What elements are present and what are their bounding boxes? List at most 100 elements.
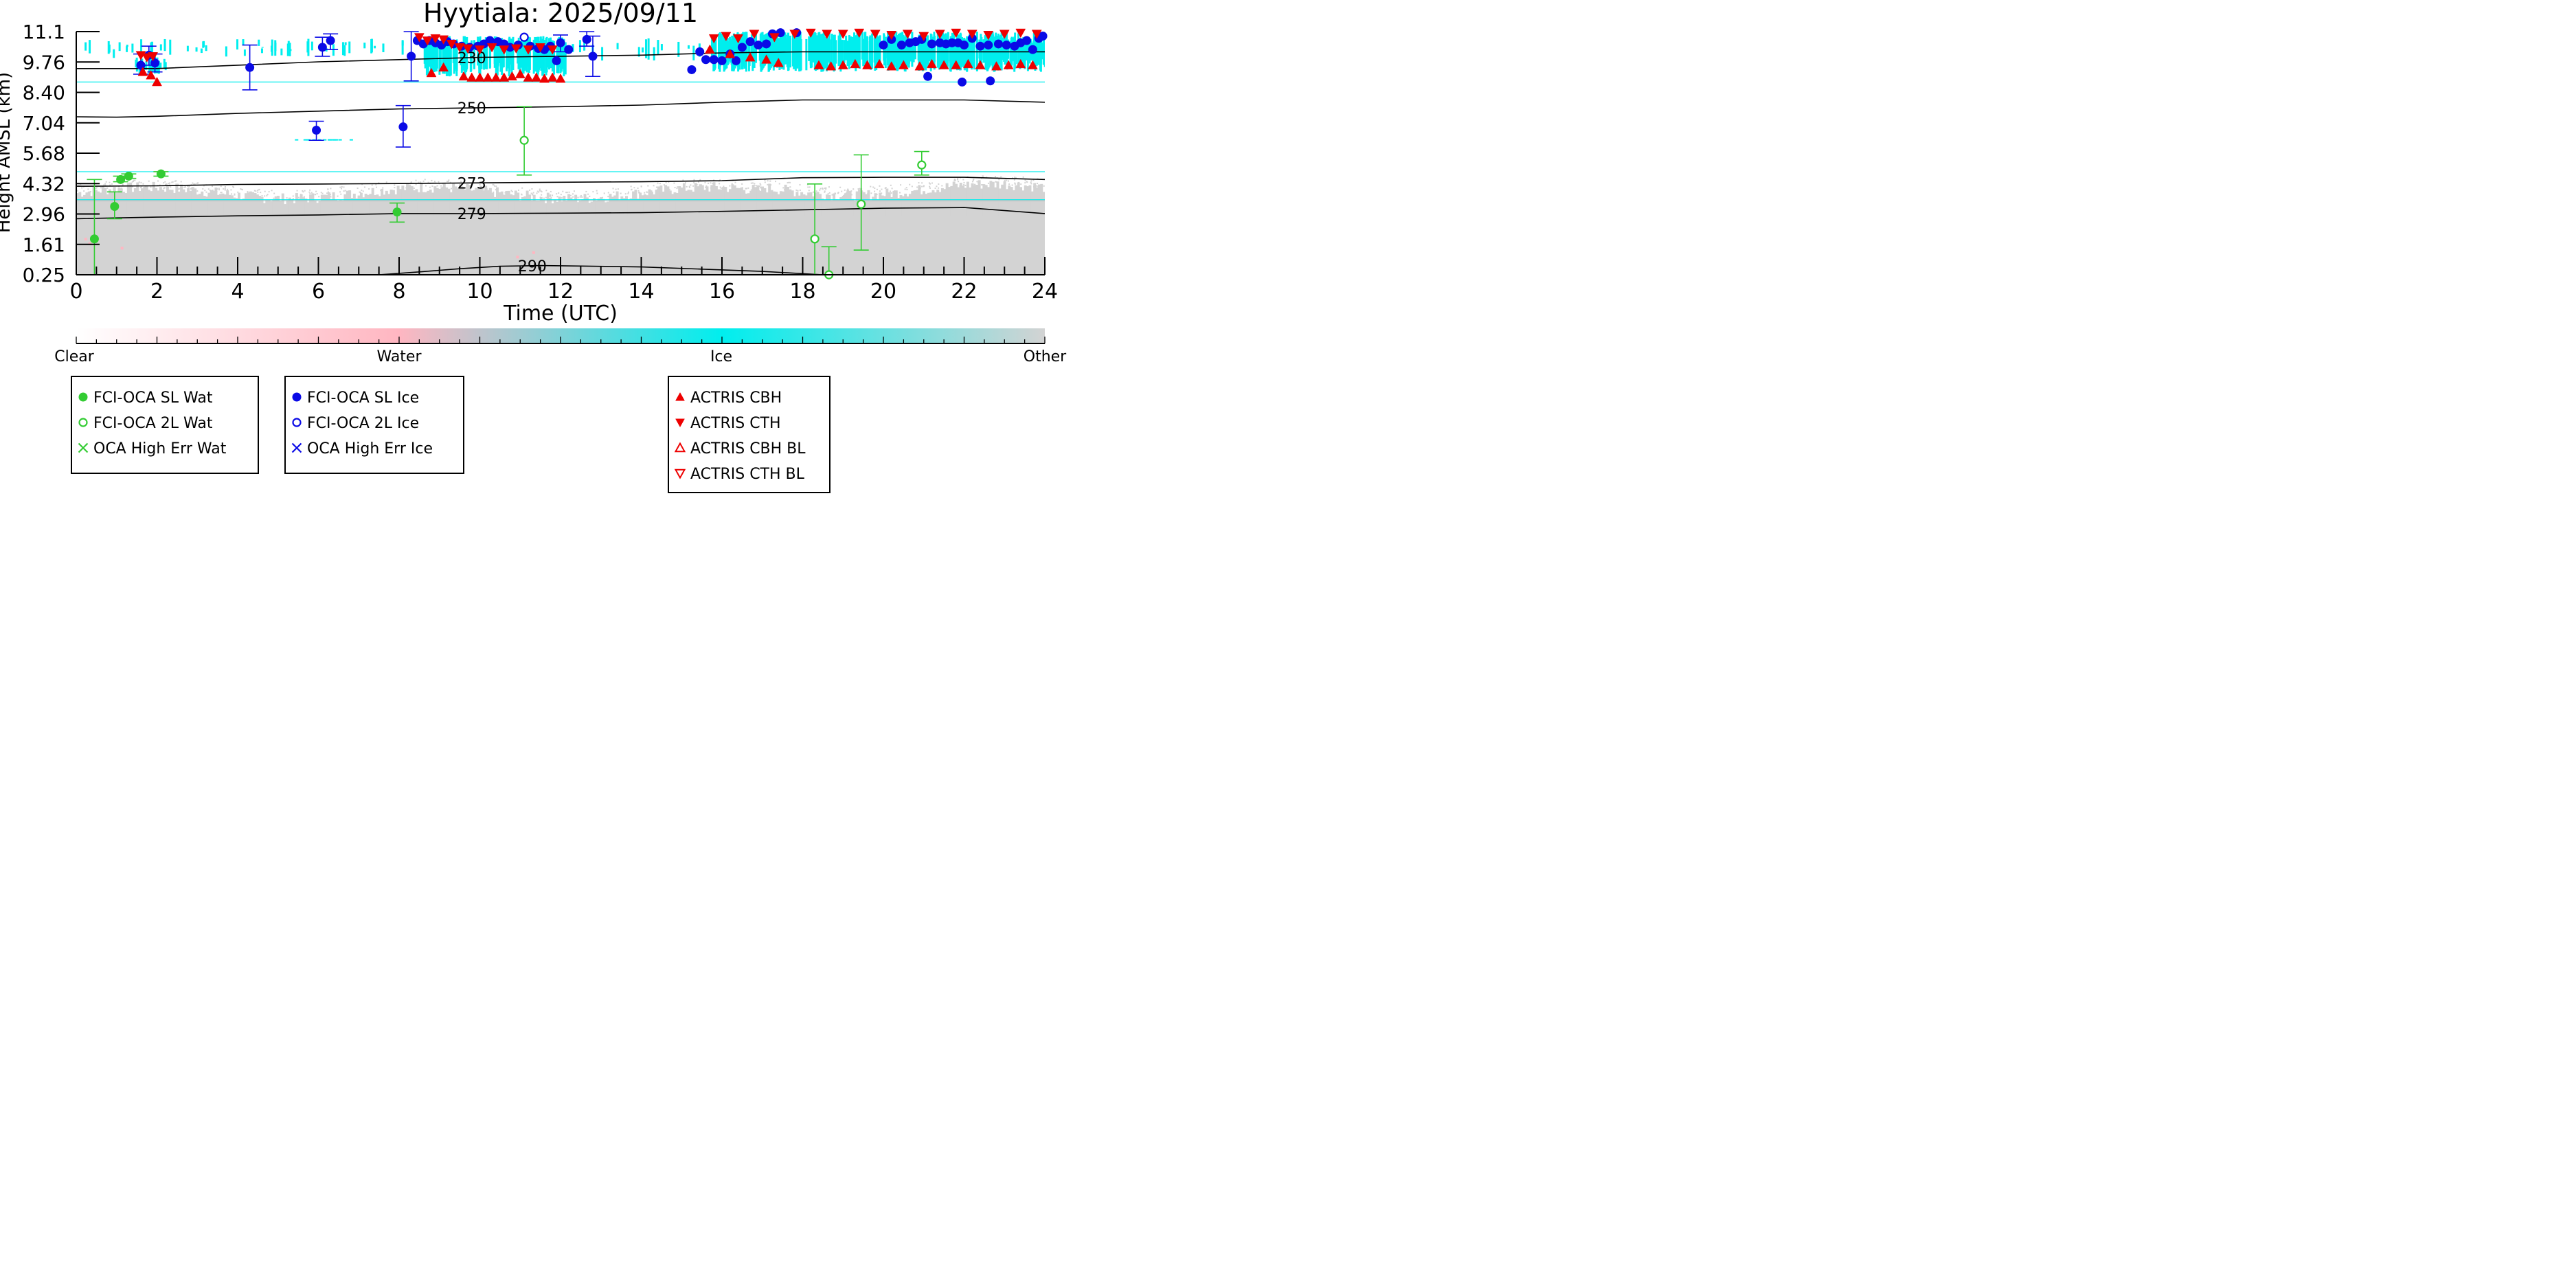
other-fill-speck	[1030, 183, 1032, 185]
data-point	[951, 60, 962, 69]
other-fill-speck	[440, 185, 442, 187]
other-fill-speck	[973, 179, 975, 181]
ice-fill-dash	[323, 139, 327, 141]
ice-fill-dash	[295, 139, 299, 141]
data-point	[564, 45, 574, 54]
other-fill-column	[814, 192, 817, 216]
ice-fill-streak	[906, 32, 909, 67]
other-fill-speck	[247, 191, 249, 193]
other-fill-speck	[409, 184, 411, 186]
data-point	[704, 44, 715, 54]
data-point	[837, 30, 848, 39]
other-fill-column	[890, 197, 894, 216]
data-point	[152, 76, 162, 87]
other-fill-speck	[585, 190, 587, 192]
other-fill-speck	[929, 187, 931, 189]
other-fill-column	[719, 189, 723, 216]
other-fill-speck	[205, 191, 207, 193]
other-fill-speck	[714, 186, 716, 188]
other-fill-speck	[1000, 176, 1002, 178]
other-fill-speck	[953, 179, 956, 181]
other-fill-column	[938, 192, 942, 216]
other-fill-speck	[633, 187, 635, 189]
legend-marker	[78, 442, 89, 453]
other-fill-speck	[180, 181, 182, 183]
isotherm-label: 273	[457, 175, 486, 192]
other-fill-column	[925, 194, 928, 216]
other-fill-speck	[405, 187, 407, 189]
data-point	[991, 61, 1002, 71]
other-fill-column	[150, 191, 153, 216]
y-axis-label: Height AMSL (km)	[0, 72, 14, 233]
ice-fill-streak	[341, 42, 344, 56]
other-fill-speck	[1035, 185, 1037, 187]
other-fill-column	[703, 190, 707, 216]
other-fill-speck	[309, 189, 311, 191]
other-fill-speck	[436, 185, 438, 187]
other-fill-column	[881, 195, 884, 216]
other-fill-column	[853, 201, 857, 216]
ice-fill-streak	[796, 32, 799, 69]
other-fill-speck	[486, 188, 488, 190]
legend-box: ACTRIS CBH ACTRIS CTH ACTRIS CBH BL ACTRIS …	[668, 376, 831, 493]
other-fill-speck	[998, 179, 1000, 181]
other-fill-column	[207, 192, 211, 216]
other-fill-speck	[848, 192, 850, 194]
other-fill-column	[844, 193, 847, 216]
other-fill-speck	[639, 192, 641, 194]
other-fill-column	[872, 196, 875, 216]
other-fill-speck	[104, 183, 106, 185]
other-fill-speck	[215, 190, 217, 192]
other-fill-column	[1028, 185, 1032, 216]
other-fill-speck	[1015, 177, 1017, 179]
other-fill-speck	[467, 184, 469, 186]
other-fill-column	[918, 185, 921, 216]
other-fill-column	[923, 191, 926, 216]
other-fill-column	[318, 201, 321, 216]
other-fill-column	[653, 194, 656, 216]
other-fill-column	[996, 181, 999, 216]
other-fill-speck	[758, 185, 760, 188]
data-point	[927, 58, 937, 69]
other-fill-speck	[640, 185, 642, 188]
other-fill-column	[438, 188, 442, 216]
data-point	[588, 52, 598, 61]
other-fill-column	[911, 190, 914, 216]
other-fill-column	[205, 196, 208, 216]
data-point	[754, 41, 763, 50]
other-fill-column	[267, 199, 271, 216]
other-fill-speck	[867, 193, 869, 195]
ice-fill-streak	[904, 43, 907, 72]
data-point	[1027, 60, 1038, 69]
other-fill-column	[959, 182, 962, 216]
legend-box: FCI-OCA SL Wat FCI-OCA 2L Wat OCA High Err…	[71, 376, 259, 474]
ice-fill-streak	[833, 34, 835, 72]
ice-fill-streak	[205, 45, 207, 52]
ice-fill-streak	[774, 36, 777, 60]
data-point	[482, 72, 493, 82]
other-fill-column	[424, 192, 427, 216]
other-fill-speck	[921, 182, 923, 184]
ice-fill-streak	[850, 36, 852, 65]
other-fill-column	[284, 204, 287, 216]
other-fill-column	[726, 192, 730, 216]
other-fill-speck	[224, 185, 226, 188]
other-fill-column	[201, 191, 204, 216]
other-fill-speck	[587, 193, 589, 195]
data-point	[927, 39, 936, 49]
other-fill-speck	[1026, 181, 1028, 183]
isotherm-label: 250	[457, 100, 486, 117]
chart-title: Hyytiala: 2025/09/11	[423, 0, 698, 28]
other-fill-column	[532, 194, 536, 216]
other-fill-speck	[315, 190, 317, 192]
other-fill-column	[258, 196, 262, 216]
other-fill-speck	[881, 188, 883, 190]
other-fill-column	[775, 192, 778, 216]
ice-fill-streak	[159, 44, 162, 51]
ice-fill-streak	[818, 32, 821, 61]
other-fill-column	[609, 194, 612, 216]
data-point	[475, 72, 485, 82]
other-fill-speck	[332, 195, 335, 197]
other-fill-column	[85, 192, 89, 216]
ice-fill-streak	[135, 59, 137, 68]
